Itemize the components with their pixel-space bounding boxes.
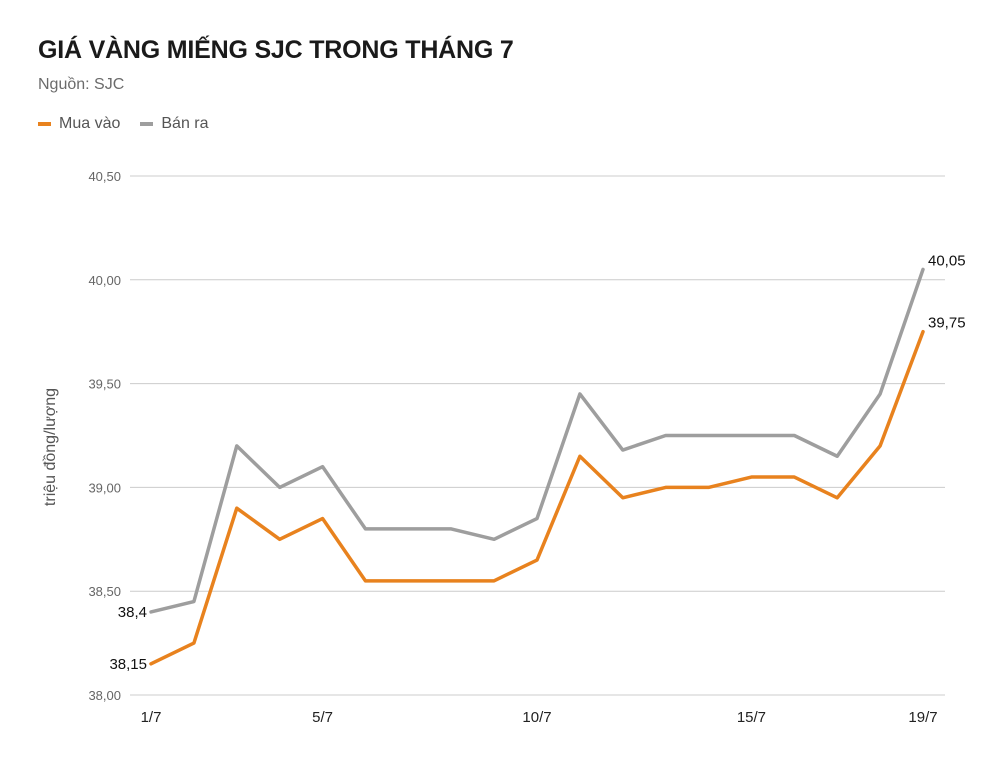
x-tick-label: 1/7	[141, 709, 162, 726]
y-tick-label: 38,50	[88, 584, 121, 599]
gridlines	[130, 175, 945, 696]
legend-swatch-sell	[140, 122, 154, 126]
x-axis-ticks: 1/7 5/7 10/7 15/7 19/7	[141, 709, 938, 726]
x-tick-label: 10/7	[522, 709, 551, 726]
series-line-buy[interactable]	[149, 329, 925, 666]
legend-label-sell: Bán ra	[161, 115, 209, 132]
y-axis-ticks: 38,00 38,50 39,00 39,50 40,00 40,50	[88, 169, 121, 703]
y-tick-label: 38,00	[88, 688, 121, 703]
data-labels: 38,15 39,75 38,4 40,05	[109, 252, 965, 672]
data-label: 38,4	[118, 604, 147, 621]
chart-source: Nguồn: SJC	[38, 76, 125, 93]
legend: Mua vào Bán ra	[38, 115, 209, 133]
legend-item-sell[interactable]: Bán ra	[140, 115, 209, 133]
data-label: 38,15	[109, 656, 147, 673]
series-lines	[149, 267, 925, 666]
chart-title: GIÁ VÀNG MIẾNG SJC TRONG THÁNG 7	[38, 36, 514, 64]
x-tick-label: 15/7	[737, 709, 766, 726]
y-tick-label: 39,00	[88, 480, 121, 495]
data-label: 39,75	[928, 315, 966, 332]
legend-item-buy[interactable]: Mua vào	[38, 115, 120, 133]
y-tick-label: 40,50	[88, 169, 121, 184]
x-tick-label: 5/7	[312, 709, 333, 726]
y-tick-label: 40,00	[88, 273, 121, 288]
data-label: 40,05	[928, 252, 966, 269]
x-tick-label: 19/7	[908, 709, 937, 726]
y-axis-label: triệu đồng/lượng	[42, 388, 59, 506]
series-line-sell[interactable]	[149, 267, 925, 614]
y-tick-label: 39,50	[88, 377, 121, 392]
legend-swatch-buy	[38, 122, 51, 126]
legend-label-buy: Mua vào	[59, 115, 121, 132]
